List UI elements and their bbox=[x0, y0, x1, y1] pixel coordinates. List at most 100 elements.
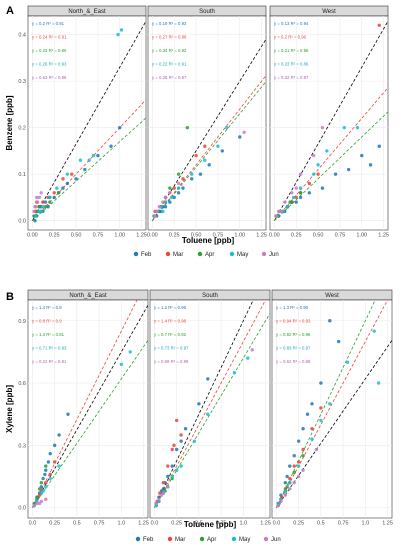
y-tick-label: 0.2 bbox=[18, 126, 26, 132]
data-point-feb bbox=[46, 460, 51, 464]
x-tick-label: 0.25 bbox=[49, 233, 60, 239]
data-point-may bbox=[192, 439, 197, 443]
x-tick-label: 1.25 bbox=[136, 233, 147, 239]
data-point-jun bbox=[312, 153, 316, 158]
plot-panel bbox=[271, 299, 393, 519]
x-tick-label: 0.50 bbox=[191, 233, 202, 239]
data-point-jun bbox=[276, 503, 280, 508]
regression-stat: y = 1.4 R² = 0.98 bbox=[154, 319, 187, 324]
data-point-apr bbox=[285, 485, 289, 489]
data-point-feb bbox=[307, 191, 312, 195]
data-point-may bbox=[176, 186, 181, 190]
legend-label: Apr bbox=[207, 537, 216, 543]
y-tick-label: 0.4 bbox=[18, 33, 26, 39]
data-point-feb bbox=[360, 153, 364, 158]
facet-title: West bbox=[325, 293, 339, 299]
x-tick-label: 0.25 bbox=[171, 521, 182, 527]
data-point-jun bbox=[163, 195, 168, 200]
data-point-jun bbox=[37, 195, 42, 200]
data-point-feb bbox=[96, 153, 100, 158]
data-point-apr bbox=[35, 495, 39, 499]
data-point-mar bbox=[61, 177, 65, 181]
data-point-mar bbox=[294, 195, 298, 200]
regression-line bbox=[32, 20, 146, 221]
data-point-may bbox=[372, 329, 376, 333]
data-point-jun bbox=[279, 209, 284, 214]
x-tick-label: 0.75 bbox=[338, 521, 349, 527]
data-point-feb bbox=[52, 443, 57, 448]
data-point-may bbox=[312, 172, 316, 176]
data-point-feb bbox=[57, 433, 61, 437]
regression-stat: y = 0.13 R² = 0.94 bbox=[274, 21, 309, 26]
data-point-jun bbox=[35, 195, 39, 200]
data-point-mar bbox=[296, 460, 301, 464]
legend-key-jun bbox=[261, 251, 267, 257]
x-tick-label: 1.25 bbox=[260, 521, 271, 527]
x-tick-label: 1.0 bbox=[240, 521, 248, 527]
data-point-may bbox=[345, 360, 350, 364]
y-tick-label: 0.6 bbox=[18, 381, 26, 387]
data-point-jun bbox=[157, 205, 162, 209]
data-point-may bbox=[116, 32, 120, 37]
data-point-mar bbox=[316, 172, 320, 176]
data-point-mar bbox=[52, 191, 56, 195]
plot-panel bbox=[27, 299, 149, 519]
data-point-may bbox=[119, 28, 124, 32]
regression-stat: y = 0.62 R² = 0.98 bbox=[276, 359, 311, 364]
regression-stat: y = 0.19 R² = 0.93 bbox=[152, 21, 187, 26]
data-point-feb bbox=[220, 149, 224, 153]
regression-stat: y = 0.69 R² = 0.99 bbox=[154, 359, 189, 364]
legend-label: May bbox=[237, 252, 248, 258]
x-tick-label: 1.25 bbox=[138, 521, 149, 527]
data-point-feb bbox=[43, 200, 48, 204]
x-tick-label: 0.0 bbox=[273, 521, 281, 527]
data-point-mar bbox=[203, 144, 207, 148]
data-point-may bbox=[87, 158, 91, 162]
regression-line bbox=[32, 117, 146, 221]
data-point-jun bbox=[155, 209, 159, 214]
data-point-feb bbox=[336, 339, 341, 344]
data-point-apr bbox=[48, 200, 52, 204]
data-point-may bbox=[232, 370, 237, 375]
data-point-jun bbox=[44, 497, 48, 502]
data-point-feb bbox=[301, 427, 305, 431]
regression-stat: y = 0.24 R² = 0.91 bbox=[32, 35, 67, 40]
data-point-feb bbox=[298, 195, 303, 200]
legend-key-apr bbox=[197, 251, 203, 257]
facet-south: South 0.00 0.25 0.50 0.75 1.00 1.25 y = 0.19 R²… bbox=[147, 5, 267, 239]
data-point-may bbox=[163, 200, 168, 204]
data-point-feb bbox=[310, 402, 314, 406]
legend-key-mar bbox=[165, 251, 171, 257]
data-point-feb bbox=[320, 186, 325, 190]
data-point-mar bbox=[194, 153, 198, 158]
y-axis-title: Benzene [ppb] bbox=[5, 95, 14, 150]
legend: Feb Mar Apr May Jun bbox=[133, 251, 279, 258]
data-point-feb bbox=[83, 167, 87, 172]
x-tick-label: 0.25 bbox=[169, 233, 180, 239]
facet-title: North_&_East bbox=[68, 9, 106, 15]
data-point-may bbox=[310, 437, 314, 441]
legend-label: Apr bbox=[205, 252, 214, 258]
x-tick-label: 0.25 bbox=[49, 521, 60, 527]
legend-label: Feb bbox=[141, 252, 152, 258]
facet-title: North_&_East bbox=[69, 293, 107, 299]
points bbox=[152, 125, 246, 218]
regression-stat: y = 1.3 R² = 0.81 bbox=[32, 332, 65, 337]
data-point-may bbox=[41, 205, 45, 209]
regression-stat: y = 0.73 R² = 0.97 bbox=[154, 346, 189, 351]
data-point-jun bbox=[39, 499, 44, 504]
data-point-feb bbox=[41, 476, 45, 481]
x-tick-label: 0.75 bbox=[94, 521, 105, 527]
data-point-apr bbox=[39, 481, 44, 485]
facet-south: South 0.0 0.25 0.5 0.75 1.0 1.25 y = 1.2 R² = 0… bbox=[149, 289, 271, 527]
data-point-feb bbox=[355, 282, 358, 285]
data-point-may bbox=[296, 464, 301, 468]
x-tick-label: 0.75 bbox=[213, 233, 224, 239]
data-point-jun bbox=[292, 481, 296, 485]
data-point-jun bbox=[32, 209, 36, 214]
data-point-may bbox=[39, 209, 43, 214]
y-tick-label: 0.1 bbox=[18, 172, 26, 178]
data-point-jun bbox=[161, 200, 165, 204]
x-tick-label: 0.5 bbox=[73, 521, 81, 527]
